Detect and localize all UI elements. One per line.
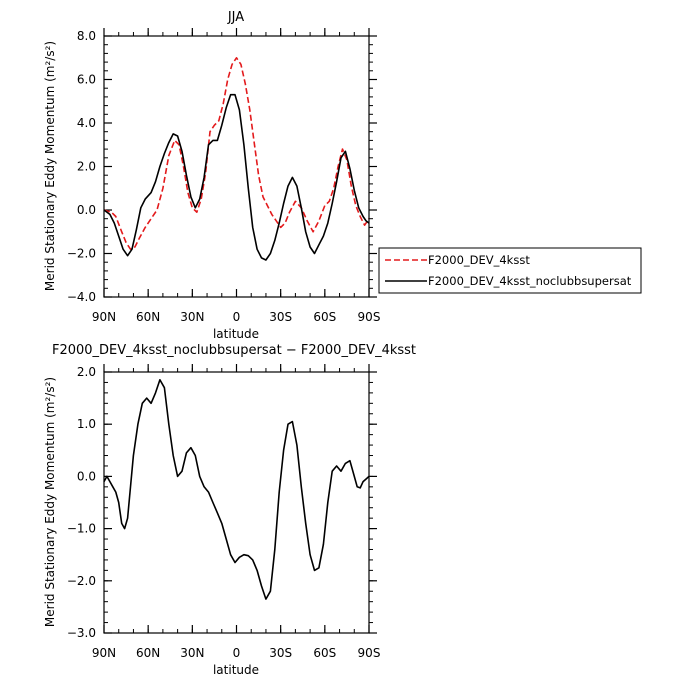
bottom-chart-y-tick-label: 0.0 xyxy=(77,469,96,483)
bottom-chart-series xyxy=(103,378,370,600)
top-chart-x-tick-label: 60S xyxy=(313,310,336,324)
legend-label-series-1: F2000_DEV_4ksst xyxy=(428,253,530,267)
top-chart-y-tick-label: −2.0 xyxy=(67,247,96,261)
bottom-chart-x-tick-label: 60S xyxy=(313,646,336,660)
top-chart-x-tick-label: 60N xyxy=(136,310,160,324)
bottom-chart-y-tick-label: −3.0 xyxy=(67,626,96,640)
legend-label-series-2: F2000_DEV_4ksst_noclubbsupersat xyxy=(428,274,632,288)
top-chart-x-axis-label: latitude xyxy=(213,327,259,341)
bottom-chart-series-line-1 xyxy=(103,378,370,600)
top-chart-y-tick-label: −4.0 xyxy=(67,290,96,304)
top-chart-ticks xyxy=(103,28,377,298)
bottom-chart-y-tick-label: −1.0 xyxy=(67,522,96,536)
top-chart-x-tick-label: 30N xyxy=(180,310,204,324)
bottom-chart-x-tick-label: 0 xyxy=(233,646,241,660)
bottom-chart-x-tick-label: 90N xyxy=(92,646,116,660)
legend-box xyxy=(378,247,642,294)
top-chart-legend: F2000_DEV_4ksst F2000_DEV_4ksst_noclubbs… xyxy=(378,247,642,294)
bottom-chart-x-axis-label: latitude xyxy=(213,663,259,677)
bottom-chart-x-tick-label: 60N xyxy=(136,646,160,660)
top-chart-y-tick-label: 4.0 xyxy=(77,116,96,130)
bottom-chart-y-tick-label: −2.0 xyxy=(67,574,96,588)
top-chart-y-tick-label: 6.0 xyxy=(77,73,96,87)
bottom-chart-x-tick-label: 90S xyxy=(358,646,381,660)
top-chart-x-tick-label: 90S xyxy=(358,310,381,324)
bottom-chart-ticks xyxy=(103,364,377,634)
top-chart-x-tick-label: 90N xyxy=(92,310,116,324)
top-chart-y-axis-label: Merid Stationary Eddy Momentum (m²/s²) xyxy=(43,41,57,291)
top-chart-series-line-1 xyxy=(103,56,370,250)
top-chart-tick-labels: −4.0 −2.0 0.0 2.0 4.0 6.0 8.0 90N 60N 30N 0 30S 60S 9… xyxy=(67,29,381,324)
top-chart-series xyxy=(103,56,370,261)
bottom-chart-y-axis-label: Merid Stationary Eddy Momentum (m²/s²) xyxy=(43,377,57,627)
top-chart-x-tick-label: 0 xyxy=(233,310,241,324)
top-chart-frame xyxy=(103,35,370,298)
bottom-chart-frame xyxy=(103,371,370,634)
bottom-chart-x-tick-label: 30N xyxy=(180,646,204,660)
bottom-chart: F2000_DEV_4ksst_noclubbsupersat − F2000_… xyxy=(43,343,416,677)
top-chart-x-tick-label: 30S xyxy=(269,310,292,324)
bottom-chart-tick-labels: −3.0 −2.0 −1.0 0.0 1.0 2.0 90N 60N 30N 0 30S 60S 90S xyxy=(67,365,381,660)
bottom-chart-x-tick-label: 30S xyxy=(269,646,292,660)
top-chart-series-line-2 xyxy=(103,93,370,261)
top-chart-title: JJA xyxy=(227,10,244,25)
top-chart: JJA Merid Stationary Eddy Momentum (m²/s… xyxy=(43,10,642,341)
top-chart-y-tick-label: 2.0 xyxy=(77,160,96,174)
bottom-chart-y-tick-label: 2.0 xyxy=(77,365,96,379)
bottom-chart-y-tick-label: 1.0 xyxy=(77,417,96,431)
bottom-chart-title: F2000_DEV_4ksst_noclubbsupersat − F2000_… xyxy=(52,343,416,358)
top-chart-y-tick-label: 8.0 xyxy=(77,29,96,43)
top-chart-y-tick-label: 0.0 xyxy=(77,203,96,217)
